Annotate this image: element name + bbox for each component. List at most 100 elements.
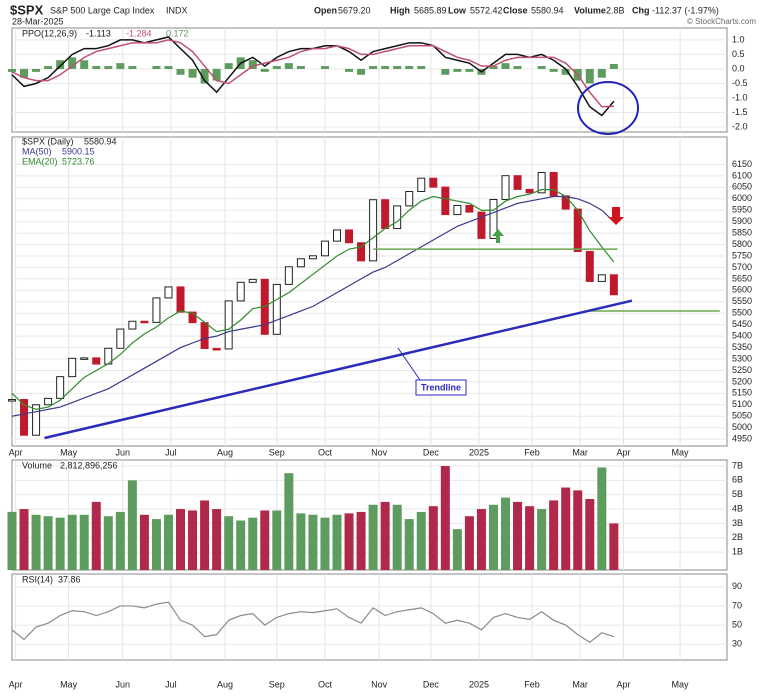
histogram-bar bbox=[296, 66, 305, 69]
y-tick-label: 6050 bbox=[732, 182, 752, 192]
quote-label: Chg bbox=[632, 5, 650, 15]
candle bbox=[68, 357, 77, 378]
quote-value: 2.8B bbox=[606, 5, 625, 15]
histogram-bar bbox=[561, 68, 570, 75]
series-line bbox=[11, 195, 615, 417]
histogram-bar bbox=[501, 63, 510, 69]
histogram-bar bbox=[248, 60, 257, 69]
x-tick-label: Dec bbox=[423, 679, 440, 689]
volume-bar bbox=[428, 506, 438, 570]
volume-bar bbox=[368, 504, 378, 570]
y-tick-label: 5900 bbox=[732, 216, 752, 226]
quote-label: Low bbox=[448, 5, 467, 15]
legend-entry: $SPX (Daily) bbox=[22, 136, 74, 146]
histogram-bar bbox=[549, 68, 558, 72]
panel-frame bbox=[11, 136, 728, 447]
y-tick-label: -2.0 bbox=[732, 121, 748, 131]
annotation-box bbox=[415, 379, 467, 396]
histogram-bar bbox=[609, 63, 618, 69]
volume-bar bbox=[416, 511, 426, 570]
histogram-bar bbox=[320, 66, 329, 69]
x-tick-label: Apr bbox=[616, 679, 630, 689]
y-tick-label: 5200 bbox=[732, 376, 752, 386]
volume-bar bbox=[609, 523, 619, 570]
x-tick-label: Jul bbox=[165, 447, 177, 457]
histogram-bar bbox=[212, 68, 221, 81]
volume-bar bbox=[115, 511, 125, 570]
candle bbox=[345, 229, 354, 244]
histogram-bar bbox=[224, 63, 233, 69]
volume-bar bbox=[260, 510, 270, 570]
trendline bbox=[44, 299, 633, 440]
volume-bar bbox=[224, 516, 234, 570]
y-tick-label: 5650 bbox=[732, 273, 752, 283]
histogram-bar bbox=[381, 66, 390, 69]
y-tick-label: 1B bbox=[732, 546, 743, 556]
histogram-bar bbox=[104, 66, 113, 69]
x-tick-label: Feb bbox=[524, 679, 540, 689]
y-tick-label: 0.0 bbox=[732, 63, 745, 73]
volume-bar bbox=[272, 510, 282, 570]
volume-bar bbox=[236, 520, 246, 570]
candle bbox=[597, 274, 606, 282]
candle bbox=[453, 204, 462, 216]
histogram-bar bbox=[44, 66, 53, 69]
candle bbox=[200, 322, 209, 349]
y-tick-label: 90 bbox=[732, 581, 742, 591]
histogram-bar bbox=[260, 68, 269, 72]
histogram-bar bbox=[369, 66, 378, 69]
legend-entry: EMA(20) bbox=[22, 156, 58, 166]
y-tick-label: 5150 bbox=[732, 388, 752, 398]
x-tick-label: 2025 bbox=[469, 679, 489, 689]
quote-label: Volume bbox=[574, 5, 606, 15]
legend-value: 2,812,896,256 bbox=[60, 460, 118, 470]
volume-bar bbox=[79, 514, 89, 570]
volume-bar bbox=[525, 506, 535, 570]
volume-bar bbox=[163, 514, 173, 570]
legend-value: 0.172 bbox=[166, 28, 189, 38]
candle bbox=[140, 320, 149, 324]
candle bbox=[8, 399, 16, 402]
histogram-bar bbox=[188, 68, 197, 78]
volume-bar bbox=[151, 519, 161, 570]
histogram-bar bbox=[68, 57, 77, 69]
candle bbox=[513, 175, 522, 190]
y-tick-label: 7B bbox=[732, 460, 743, 470]
y-tick-label: 6100 bbox=[732, 170, 752, 180]
histogram-bar bbox=[585, 68, 594, 84]
date: 28-Mar-2025 bbox=[12, 16, 64, 26]
volume-bar bbox=[284, 473, 294, 570]
y-tick-label: 5100 bbox=[732, 399, 752, 409]
x-tick-label: Jun bbox=[115, 447, 130, 457]
y-tick-label: 5550 bbox=[732, 296, 752, 306]
volume-bar bbox=[392, 504, 402, 570]
y-tick-label: 70 bbox=[732, 600, 742, 610]
quote-value: -112.37 (-1.97%) bbox=[652, 5, 719, 15]
histogram-bar bbox=[164, 66, 173, 69]
x-tick-label: May bbox=[672, 679, 690, 689]
histogram-bar bbox=[80, 60, 89, 69]
volume-bar bbox=[55, 517, 65, 570]
candle bbox=[573, 208, 582, 252]
volume-bar bbox=[440, 466, 450, 570]
candle bbox=[549, 171, 558, 197]
volume-bar bbox=[537, 509, 547, 570]
y-tick-label: 5000 bbox=[732, 422, 752, 432]
volume-bar bbox=[67, 514, 77, 570]
x-tick-label: Aug bbox=[217, 447, 233, 457]
x-tick-label: Mar bbox=[572, 447, 588, 457]
x-tick-label: Nov bbox=[371, 679, 388, 689]
volume-bar bbox=[597, 467, 607, 570]
volume-bar bbox=[476, 509, 486, 570]
candle bbox=[152, 297, 161, 323]
volume-bar bbox=[561, 487, 571, 570]
histogram-bar bbox=[357, 68, 366, 75]
x-tick-label: Sep bbox=[269, 679, 285, 689]
candle bbox=[405, 190, 414, 207]
volume-bar bbox=[176, 509, 186, 570]
y-tick-label: 6000 bbox=[732, 193, 752, 203]
credit: © StockCharts.com bbox=[687, 17, 756, 26]
volume-bar bbox=[103, 516, 113, 570]
volume-bar bbox=[139, 514, 149, 570]
legend-value: 5900.15 bbox=[62, 146, 95, 156]
